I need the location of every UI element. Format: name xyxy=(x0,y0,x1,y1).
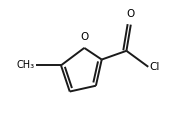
Text: CH₃: CH₃ xyxy=(17,60,35,70)
Text: Cl: Cl xyxy=(150,62,160,72)
Text: O: O xyxy=(127,9,135,19)
Text: O: O xyxy=(80,32,88,42)
